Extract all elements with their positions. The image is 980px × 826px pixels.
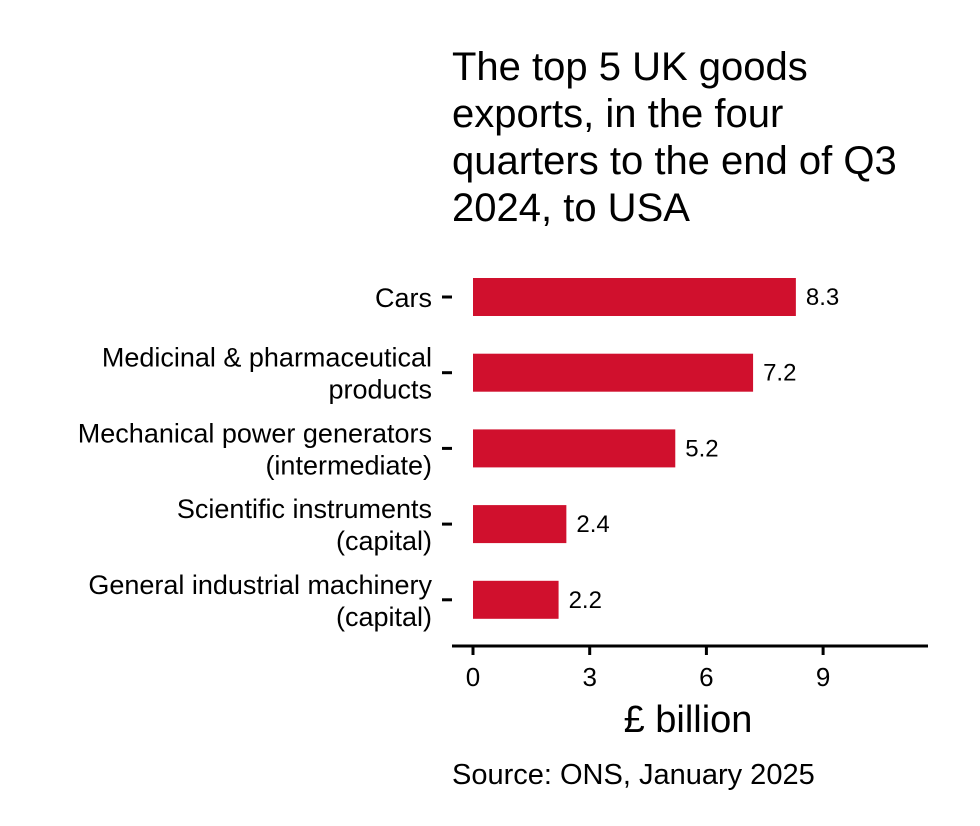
bars <box>473 278 796 619</box>
category-label: General industrial machinery <box>88 570 432 600</box>
source-note: Source: ONS, January 2025 <box>452 759 815 791</box>
bar <box>473 580 559 619</box>
category-label: products <box>328 375 432 405</box>
category-label: (intermediate) <box>265 450 432 480</box>
value-label: 7.2 <box>763 360 796 387</box>
value-label: 2.2 <box>569 587 602 614</box>
value-label: 2.4 <box>576 511 609 538</box>
chart-title-line: The top 5 UK goods <box>452 45 808 89</box>
bar <box>473 353 754 392</box>
bar <box>473 429 676 468</box>
category-label: Cars <box>375 283 432 313</box>
x-tick-label: 3 <box>582 662 596 692</box>
category-label: Mechanical power generators <box>78 418 432 448</box>
value-labels: 8.3 7.2 5.2 2.4 2.2 <box>569 284 840 614</box>
x-axis-ticks: 0 3 6 9 <box>466 646 830 692</box>
value-label: 5.2 <box>685 435 718 462</box>
category-label: (capital) <box>336 602 432 632</box>
bar <box>473 278 796 316</box>
value-label: 8.3 <box>806 284 839 311</box>
x-tick-label: 9 <box>816 662 830 692</box>
x-tick-label: 0 <box>466 662 480 692</box>
x-axis-title: £ billion <box>624 699 753 741</box>
category-label: (capital) <box>336 526 432 556</box>
category-label: Medicinal & pharmaceutical <box>102 343 432 373</box>
chart-title-line: 2024, to USA <box>452 186 690 230</box>
chart-title-line: quarters to the end of Q3 <box>452 139 897 183</box>
chart-title-line: exports, in the four <box>452 92 783 136</box>
x-tick-label: 6 <box>699 662 713 692</box>
category-label: Scientific instruments <box>177 494 432 524</box>
category-ticks <box>442 295 452 602</box>
bar <box>473 505 567 544</box>
